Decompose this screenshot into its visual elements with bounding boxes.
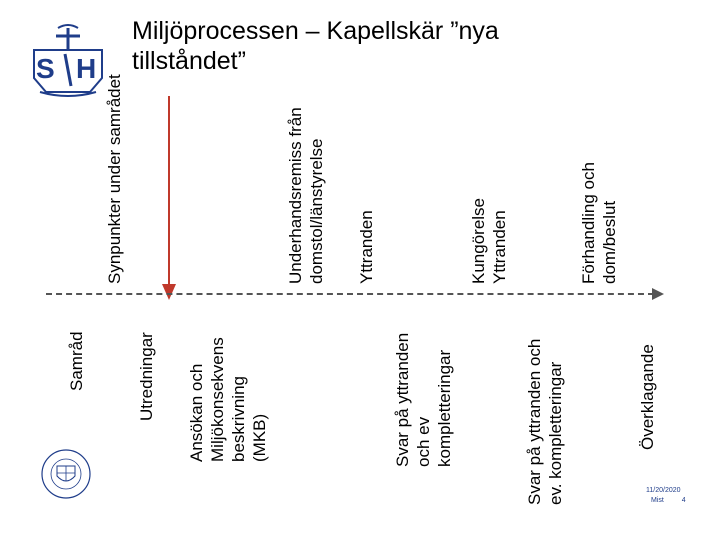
upper-step-yttranden: Yttranden — [357, 210, 376, 284]
lower-step-utredningar: Utredningar — [137, 332, 156, 421]
lower-step-svar-kompletteringar: Svar på yttranden och ev kompletteringar — [393, 332, 454, 467]
sth-logo: S H — [33, 24, 103, 97]
page-title: Miljöprocessen – Kapellskär ”nya tillstå… — [132, 17, 499, 75]
footer-page: Mist 4 — [651, 497, 686, 504]
footer-page-number: 4 — [681, 497, 686, 504]
harbour-seal-logo — [41, 449, 91, 499]
timeline — [46, 293, 654, 295]
current-stage-arrow-line — [168, 96, 170, 284]
upper-step-samradet: Synpunkter under samrådet — [105, 74, 124, 284]
lower-step-samrad: Samråd — [67, 331, 86, 391]
footer-date: 11/20/2020 — [646, 487, 681, 494]
timeline-arrow-head — [652, 288, 664, 300]
upper-step-kungorelse: Kungörelse Yttranden — [469, 197, 509, 284]
svg-text:S: S — [36, 53, 55, 84]
upper-step-underhandsremiss: Underhandsremiss från domstol/länstyrels… — [286, 107, 326, 284]
lower-step-ansokan-mkb: Ansökan och Miljökonsekvens beskrivning … — [187, 337, 269, 462]
lower-step-svar-ev-kompletteringar: Svar på yttranden och ev. kompletteringa… — [525, 338, 565, 505]
current-stage-arrow-head — [162, 284, 176, 300]
upper-step-forhandling: Förhandling och dom/beslut — [579, 162, 619, 284]
footer-page-label: Mist — [651, 497, 664, 504]
lower-step-overklagande: Överklagande — [638, 344, 657, 450]
svg-text:H: H — [76, 53, 96, 84]
